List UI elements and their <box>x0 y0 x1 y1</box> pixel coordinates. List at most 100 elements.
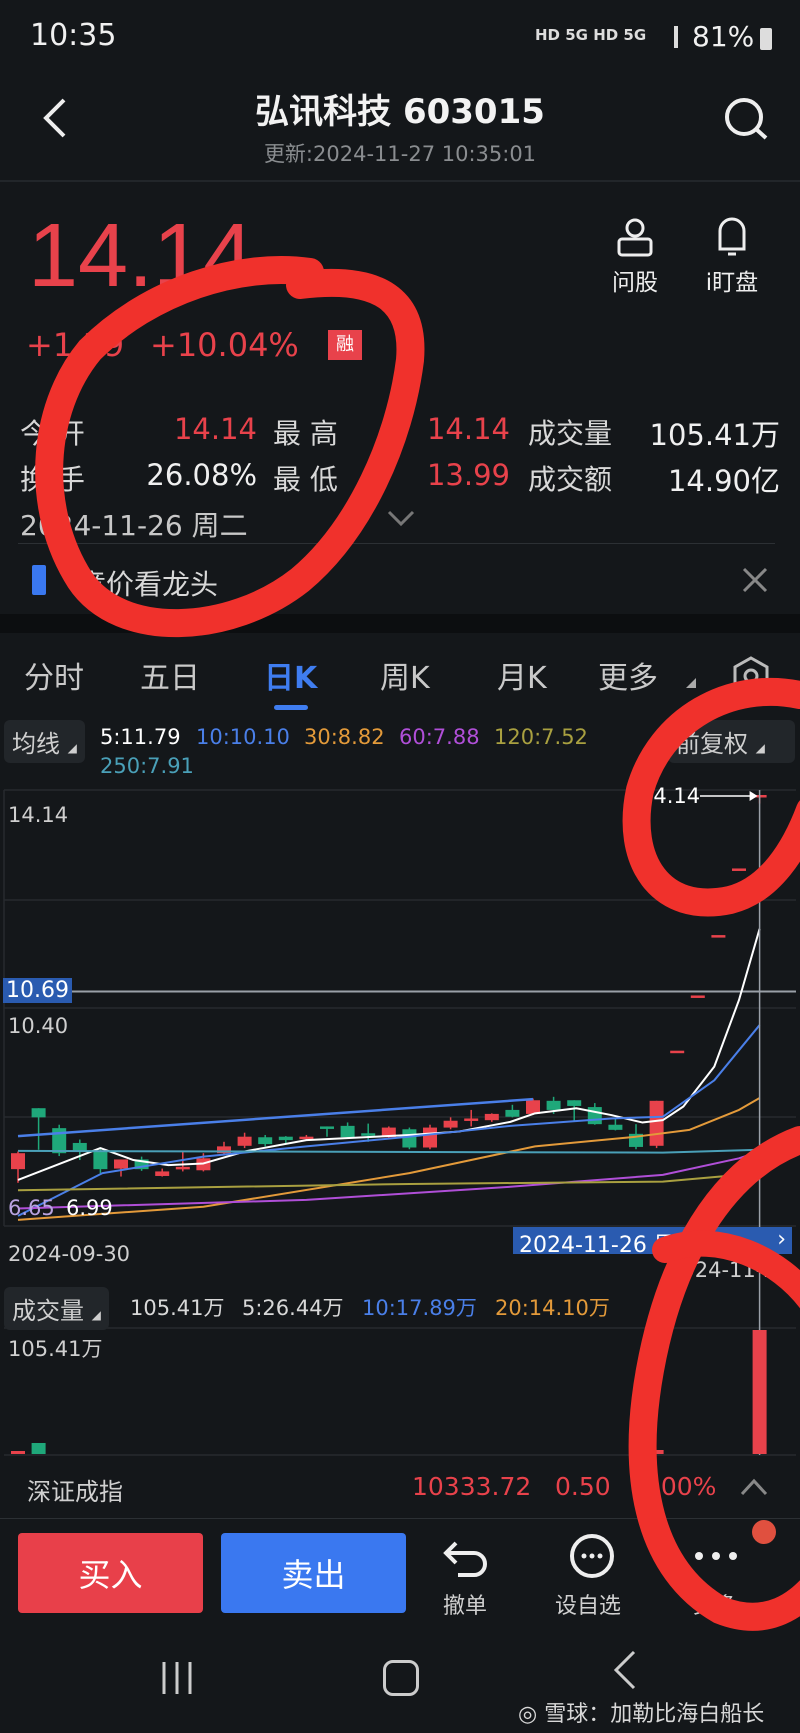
open-value: 14.14 <box>173 412 257 446</box>
index-change: 0.50 <box>555 1472 611 1501</box>
candle-body <box>484 1113 499 1121</box>
candle-body <box>649 1100 664 1146</box>
candle-body <box>690 995 705 998</box>
candle-body <box>31 1108 46 1118</box>
min-price-label-2: 6.99 <box>66 1196 113 1220</box>
cancel-order-button[interactable] <box>430 1533 505 1583</box>
add-watchlist-button[interactable] <box>562 1533 622 1583</box>
tab-weekly-k[interactable]: 周K <box>380 661 430 696</box>
banner-text[interactable]: 竞价看龙头 <box>78 568 219 601</box>
ma-selector-label: 均线 <box>12 730 60 758</box>
volume-selector[interactable]: 成交量 ◢ <box>4 1287 109 1330</box>
chart-settings-button[interactable] <box>730 655 772 697</box>
sell-button[interactable]: 卖出 <box>221 1533 406 1613</box>
crosshair-date-text: 2024-11-26 周二 <box>519 1233 698 1258</box>
notification-dot <box>752 1520 776 1544</box>
current-price: 14.14 <box>28 206 254 306</box>
crosshair-price-label: 10.69 <box>3 978 72 1003</box>
candle-body <box>52 1128 67 1154</box>
ma250-value: 250:7.91 <box>100 754 194 778</box>
buy-button[interactable]: 买入 <box>18 1533 203 1613</box>
volume-value: 105.41万 <box>649 418 780 452</box>
candle-body <box>464 1118 479 1121</box>
candle-body <box>608 1124 623 1130</box>
candle-body <box>670 1050 685 1054</box>
nav-back-button[interactable] <box>612 1650 638 1690</box>
tab-more[interactable]: 更多 <box>598 661 658 696</box>
candle-body <box>196 1158 211 1171</box>
ma5-value: 5:11.79 <box>100 725 181 749</box>
volume-ma10: 10:17.89万 <box>362 1296 477 1320</box>
candle-body <box>526 1100 540 1114</box>
ma120-line <box>17 1171 760 1192</box>
high-value: 14.14 <box>426 412 510 446</box>
trend-line <box>17 1097 534 1138</box>
candle-body <box>217 1146 231 1154</box>
candle-body <box>629 1133 643 1147</box>
active-tab-indicator <box>274 705 308 710</box>
home-button[interactable] <box>383 1660 419 1696</box>
candle-body <box>11 1153 25 1170</box>
watermark: ◎ 雪球：加勒比海白船长 <box>518 1696 764 1728</box>
index-name[interactable]: 深证成指 <box>27 1478 123 1506</box>
watch-button[interactable]: i盯盘 <box>700 215 764 300</box>
ma-selector[interactable]: 均线 ◢ <box>4 720 85 763</box>
ma30-value: 30:8.82 <box>304 725 385 749</box>
index-divider <box>0 1518 800 1519</box>
volume-selector-label: 成交量 <box>12 1297 84 1325</box>
min-price-label: 6.65 <box>8 1196 55 1220</box>
amount-label: 成交额 <box>528 463 613 496</box>
back-button[interactable] <box>40 96 70 140</box>
dropdown-triangle-icon <box>686 678 696 688</box>
signal-icon <box>660 26 678 48</box>
candle-body <box>402 1129 417 1148</box>
recent-apps-button[interactable] <box>160 1660 194 1696</box>
update-time: 更新:2024-11-27 10:35:01 <box>263 142 537 166</box>
more-button[interactable] <box>688 1533 748 1583</box>
status-time: 10:35 <box>30 18 117 53</box>
more-label: 更多 <box>693 1594 738 1619</box>
candle-body <box>155 1171 170 1176</box>
adjust-label: 前复权 <box>676 730 748 758</box>
banner-close-button[interactable] <box>742 567 768 593</box>
triangle-icon: ◢ <box>91 1308 101 1322</box>
triangle-icon: ◢ <box>67 741 77 755</box>
expand-index-button[interactable] <box>740 1478 768 1496</box>
ma10-value: 10:10.10 <box>196 725 290 749</box>
search-icon <box>725 98 768 140</box>
y-label-top: 14.14 <box>8 803 69 827</box>
page-title: 弘讯科技 603015 <box>255 92 545 132</box>
candle-body <box>711 935 726 938</box>
ask-stock-button[interactable]: 问股 <box>605 215 665 300</box>
tab-daily-k[interactable]: 日K <box>264 661 318 696</box>
turnover-value: 26.08% <box>146 458 257 492</box>
max-marker-arrowhead <box>749 791 758 801</box>
tab-five-day[interactable]: 五日 <box>140 661 200 696</box>
candle-body <box>299 1136 314 1140</box>
candle-body <box>546 1100 561 1110</box>
candle-body <box>93 1150 108 1170</box>
network-status-icon: HD 5G HD 5G <box>535 26 647 44</box>
expand-stats-button[interactable] <box>386 508 416 528</box>
close-icon <box>742 567 768 593</box>
crosshair-date-label: 2024-11-26 周二 › <box>513 1227 792 1258</box>
price-adjust-selector[interactable]: 前复权 ◢ <box>668 720 795 763</box>
candle-body <box>361 1133 376 1136</box>
chevron-up-icon <box>740 1478 768 1496</box>
candle-body <box>443 1120 458 1128</box>
ma10-line <box>17 1024 761 1217</box>
search-button[interactable] <box>722 96 770 142</box>
tab-intraday[interactable]: 分时 <box>24 661 84 696</box>
volume-bar <box>11 1451 25 1454</box>
candle-body <box>72 1142 87 1151</box>
candle-body <box>732 868 746 871</box>
index-change-pct: 0.00% <box>637 1472 717 1501</box>
price-change: +1.29 <box>26 326 125 364</box>
volume-bar <box>752 1330 767 1454</box>
stats-divider <box>18 543 775 544</box>
low-value: 13.99 <box>426 458 510 492</box>
candle-body <box>320 1126 334 1129</box>
candle-body <box>340 1125 355 1138</box>
back-icon <box>613 1650 636 1690</box>
tab-monthly-k[interactable]: 月K <box>497 661 547 696</box>
